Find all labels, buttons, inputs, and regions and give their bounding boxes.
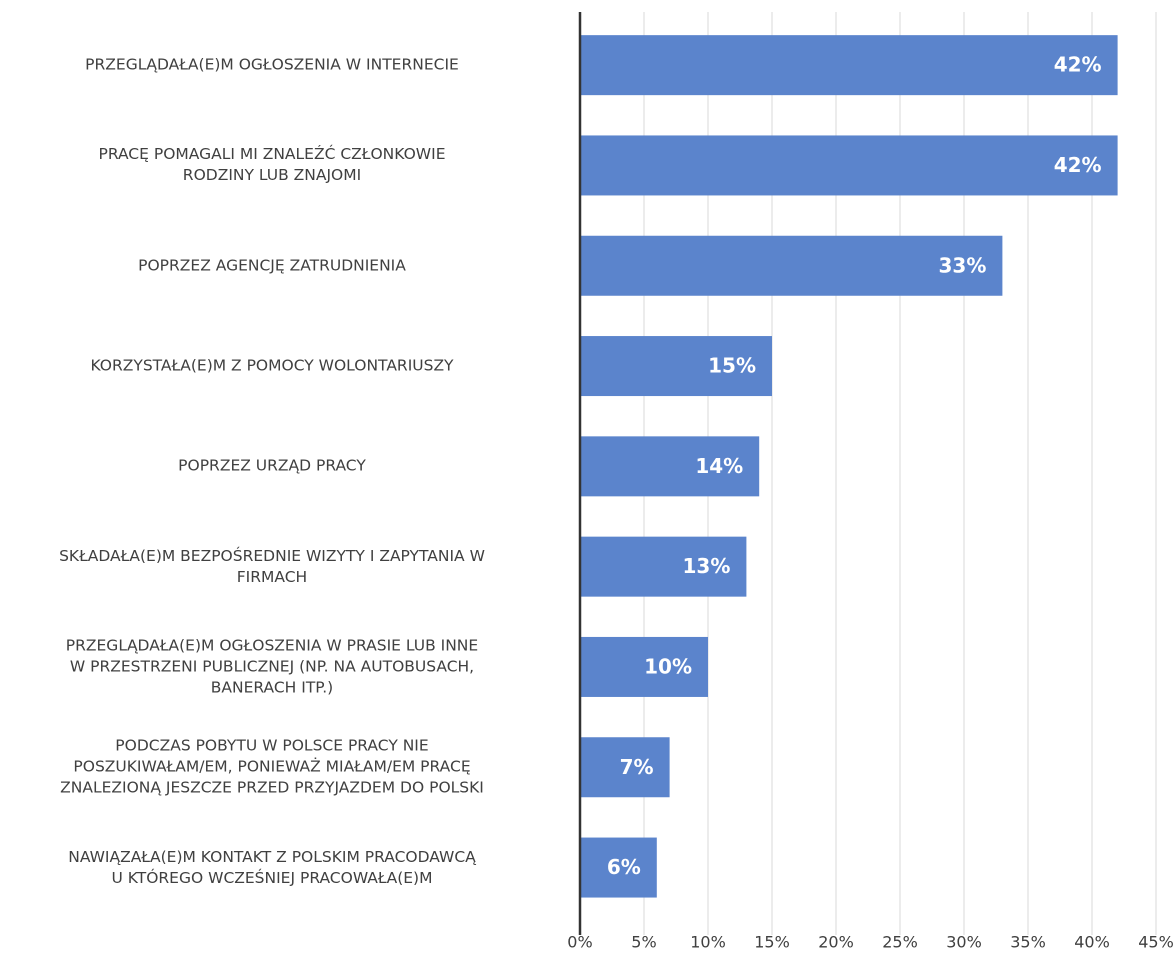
category-label: KORZYSTAŁA(E)M Z POMOCY WOLONTARIUSZY — [90, 356, 454, 375]
x-tick-label: 20% — [818, 933, 854, 952]
bar — [580, 536, 747, 597]
category-label: PRACĘ POMAGALI MI ZNALEŹĆ CZŁONKOWIE ROD… — [98, 145, 446, 185]
category-label: POPRZEZ URZĄD PRACY — [178, 456, 366, 475]
category-label: PRZEGLĄDAŁA(E)M OGŁOSZENIA W PRASIE LUB … — [65, 636, 479, 697]
category-label: NAWIĄZAŁA(E)M KONTAKT Z POLSKIM PRACODAW… — [68, 847, 476, 887]
value-label: 10% — [644, 654, 692, 678]
value-label: 13% — [683, 554, 731, 578]
x-tick-label: 30% — [946, 933, 982, 952]
bar — [580, 336, 772, 397]
bar — [580, 737, 670, 798]
bar — [580, 636, 708, 697]
bar — [580, 135, 1118, 196]
category-label: PRZEGLĄDAŁA(E)M OGŁOSZENIA W INTERNECIE — [85, 55, 459, 74]
bar — [580, 35, 1118, 96]
x-tick-label: 10% — [690, 933, 726, 952]
x-tick-label: 40% — [1074, 933, 1110, 952]
value-label: 14% — [695, 454, 743, 478]
bar — [580, 235, 1003, 296]
category-label: POPRZEZ AGENCJĘ ZATRUDNIENIA — [138, 256, 406, 275]
value-label: 6% — [607, 855, 641, 879]
x-tick-label: 35% — [1010, 933, 1046, 952]
category-label: PODCZAS POBYTU W POLSCE PRACY NIE POSZUK… — [60, 736, 484, 797]
x-tick-label: 45% — [1138, 933, 1174, 952]
category-label: SKŁADAŁA(E)M BEZPOŚREDNIE WIZYTY I ZAPYT… — [59, 546, 485, 586]
value-label: 33% — [939, 253, 987, 277]
x-tick-label: 0% — [567, 933, 592, 952]
bar — [580, 436, 760, 497]
value-label: 15% — [708, 354, 756, 378]
x-tick-label: 25% — [882, 933, 918, 952]
x-tick-label: 5% — [631, 933, 656, 952]
value-label: 7% — [620, 755, 654, 779]
x-tick-label: 15% — [754, 933, 790, 952]
value-label: 42% — [1054, 53, 1102, 77]
bar — [580, 837, 657, 898]
value-label: 42% — [1054, 153, 1102, 177]
